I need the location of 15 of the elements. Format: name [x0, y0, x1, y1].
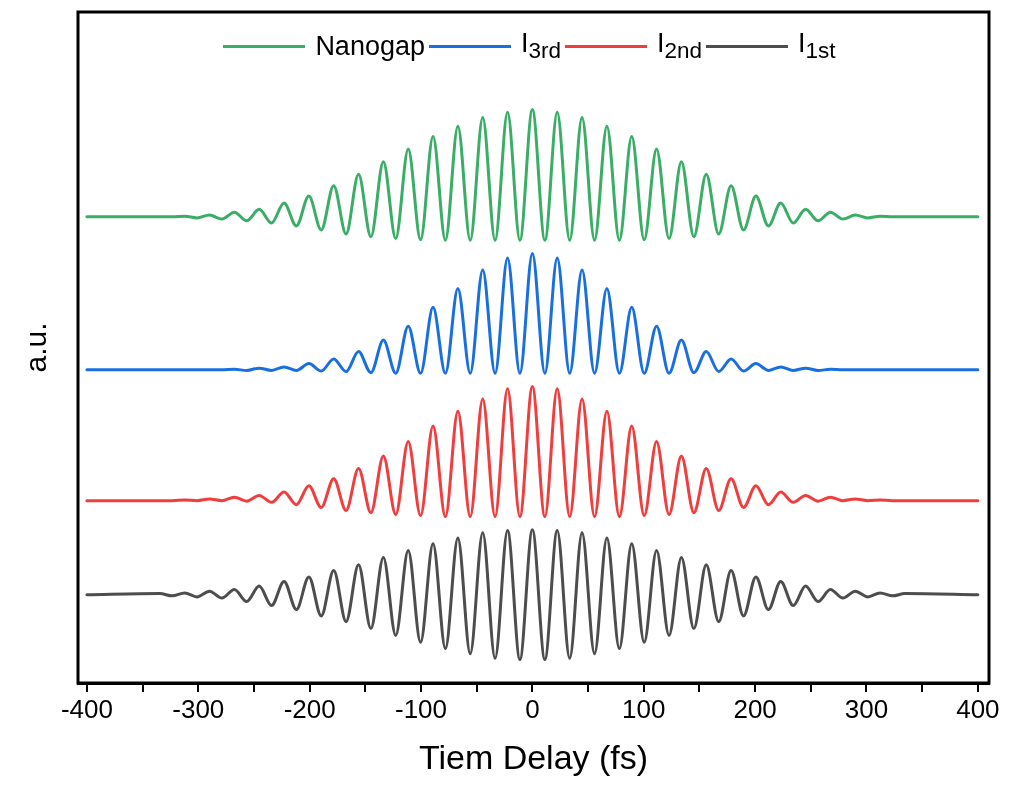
- y-axis-title: a.u.: [19, 322, 53, 373]
- x-tick-label: -300: [172, 693, 225, 724]
- x-tick-label: -100: [394, 693, 448, 724]
- x-tick-label: 200: [733, 693, 777, 724]
- x-tick-label: -400: [60, 693, 113, 724]
- x-tick-label: 300: [844, 693, 889, 724]
- x-tick-label: 400: [956, 693, 1000, 724]
- x-tick-label: -200: [283, 693, 336, 724]
- legend-label: I$_{1st}$: [798, 28, 836, 65]
- legend-label: I$_{2nd}$: [657, 28, 703, 65]
- x-tick-label: 100: [622, 693, 666, 724]
- legend-label: Nanogap: [315, 30, 425, 62]
- legend-label: I$_{3rd}$: [520, 28, 562, 65]
- x-axis-title: Tiem Delay (fs): [418, 737, 649, 776]
- x-tick-label: 0: [525, 693, 540, 724]
